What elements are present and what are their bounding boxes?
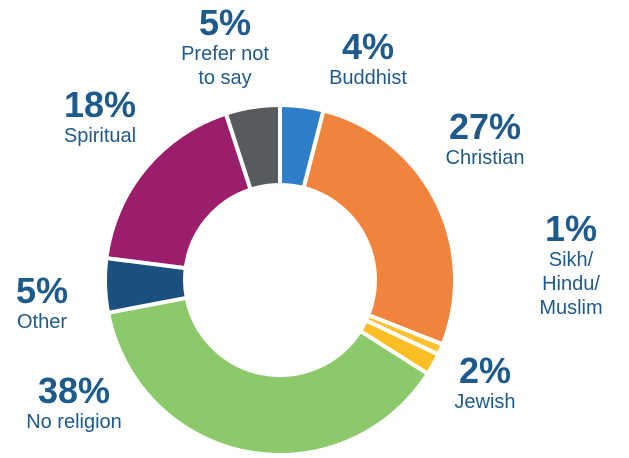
label-spiritual-pct: 18% bbox=[63, 84, 137, 125]
slice-no-religion bbox=[105, 295, 431, 457]
label-no-religion: 38% No religion bbox=[14, 372, 134, 434]
label-sikh-pct: 1% bbox=[544, 208, 598, 249]
label-buddhist: 4% Buddhist bbox=[318, 28, 418, 90]
label-prefer-not-to-say: 5% Prefer not to say bbox=[165, 4, 285, 90]
label-spiritual: 18% Spiritual bbox=[45, 86, 155, 148]
label-buddhist-name: Buddhist bbox=[329, 67, 407, 89]
label-prefer-pct: 5% bbox=[198, 2, 252, 43]
label-christian-pct: 27% bbox=[448, 106, 522, 147]
label-other: 5% Other bbox=[6, 272, 78, 334]
label-other-name: Other bbox=[16, 311, 68, 333]
label-sikh-name-line1: Sikh/ bbox=[548, 249, 594, 271]
label-sikh-name-line3: Muslim bbox=[539, 297, 603, 319]
label-christian: 27% Christian bbox=[425, 108, 545, 170]
label-sikh-hindu-muslim: 1% Sikh/ Hindu/ Muslim bbox=[526, 210, 616, 320]
label-prefer-name-line1: Prefer not bbox=[181, 43, 269, 65]
label-other-pct: 5% bbox=[15, 270, 69, 311]
label-jewish-name: Jewish bbox=[454, 391, 516, 413]
label-prefer-name-line2: to say bbox=[198, 67, 252, 89]
slice-christian bbox=[301, 108, 457, 348]
label-jewish-pct: 2% bbox=[458, 350, 512, 391]
label-buddhist-pct: 4% bbox=[341, 26, 395, 67]
label-jewish: 2% Jewish bbox=[440, 352, 530, 414]
label-noreligion-pct: 38% bbox=[37, 370, 111, 411]
label-noreligion-name: No religion bbox=[26, 411, 122, 433]
label-christian-name: Christian bbox=[445, 147, 525, 169]
slice-prefer-not-to-say bbox=[223, 102, 282, 193]
label-spiritual-name: Spiritual bbox=[63, 125, 137, 147]
label-sikh-name-line2: Hindu/ bbox=[542, 273, 600, 295]
